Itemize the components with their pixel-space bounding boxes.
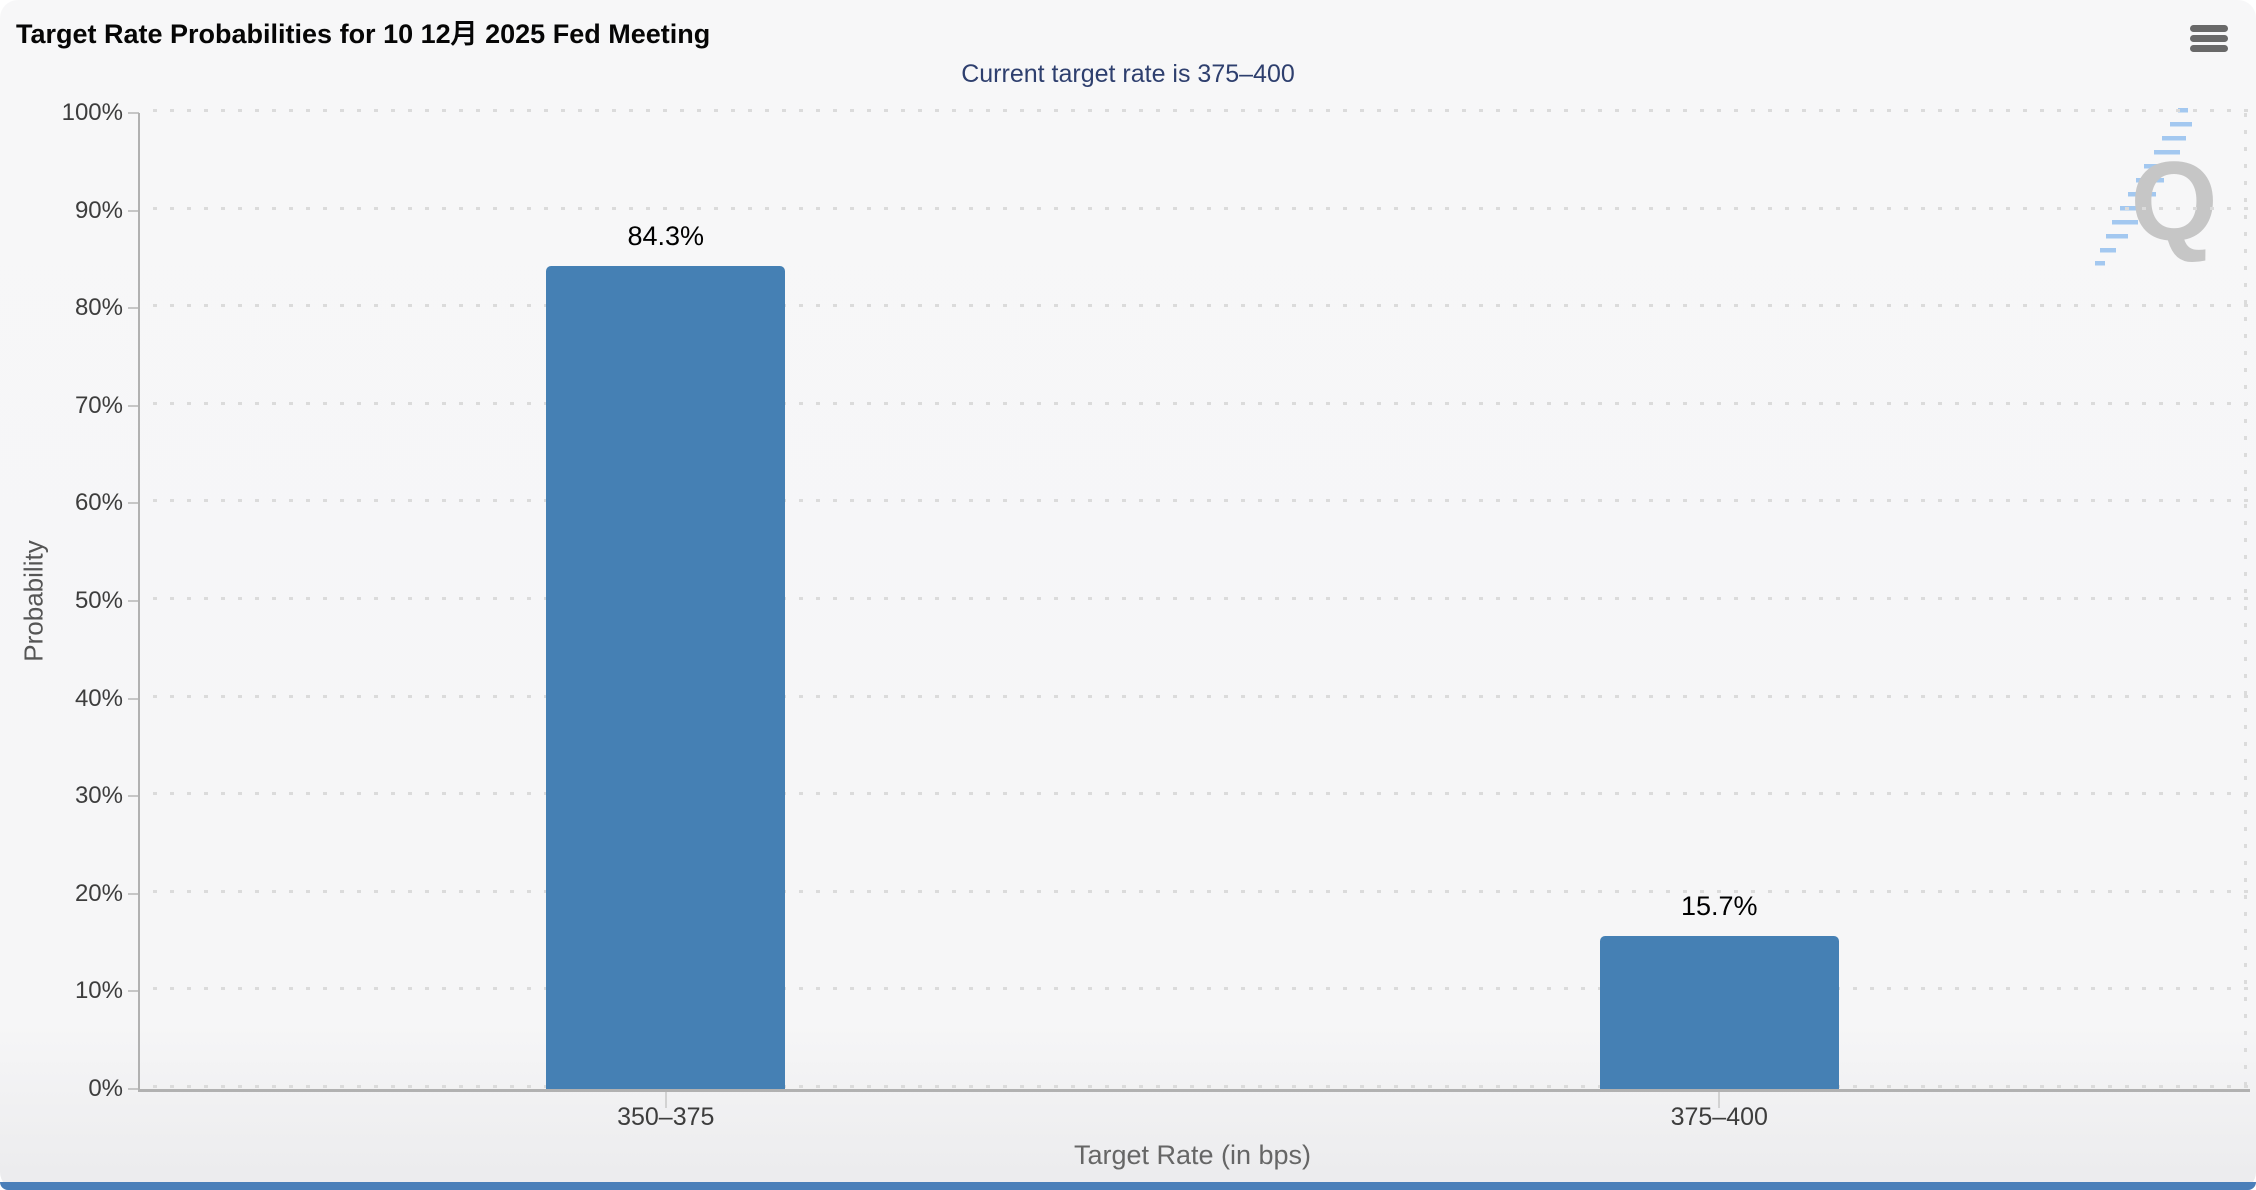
x-tick-label: 350–375 <box>617 1103 715 1131</box>
x-axis-title: Target Rate (in bps) <box>1073 1140 1312 1170</box>
y-axis-line <box>138 113 140 1092</box>
y-tick-label: 80% <box>74 294 123 322</box>
y-axis-tick <box>128 404 139 407</box>
y-axis-tick <box>128 1088 139 1090</box>
y-axis-tick <box>128 502 139 505</box>
gridline <box>153 694 2248 698</box>
quikstrike-watermark-icon: Q <box>2095 108 2218 266</box>
gridline <box>153 597 2248 600</box>
gridline <box>153 889 2248 893</box>
x-axis-line <box>139 1089 2250 1092</box>
y-axis-tick <box>128 990 139 993</box>
svg-text:Q: Q <box>2130 139 2217 264</box>
chart-subtitle: Current target rate is 375–400 <box>961 60 1295 88</box>
y-tick-label: 30% <box>74 782 123 810</box>
y-axis-tick <box>128 600 139 602</box>
y-axis-tick <box>128 795 139 798</box>
y-tick-label: 40% <box>74 684 123 712</box>
hamburger-bar <box>2190 45 2228 52</box>
bar[interactable] <box>1599 935 1839 1089</box>
y-tick-label: 90% <box>74 196 123 224</box>
x-tick-label: 375–400 <box>1670 1103 1768 1131</box>
bar-value-label: 15.7% <box>1680 890 1758 921</box>
y-axis-tick <box>128 209 139 212</box>
y-tick-label: 50% <box>74 587 123 614</box>
y-axis-tick <box>128 892 139 895</box>
y-axis-tick <box>128 112 139 114</box>
y-tick-label: 70% <box>74 391 123 419</box>
gridline <box>153 499 2248 503</box>
y-axis-title: Probability <box>18 540 49 662</box>
y-tick-label: 20% <box>74 879 123 907</box>
gridline <box>153 1085 2248 1088</box>
gridline <box>153 792 2248 796</box>
bar[interactable] <box>546 266 786 1089</box>
footer-accent-bar <box>0 1182 2256 1190</box>
gridline <box>153 401 2248 405</box>
gridline <box>153 109 2248 112</box>
y-tick-label: 0% <box>88 1075 123 1102</box>
hamburger-bar <box>2190 25 2228 32</box>
y-axis-tick <box>128 307 139 310</box>
gridline <box>153 304 2248 308</box>
plot-right-border <box>2244 113 2247 1089</box>
bar-value-label: 84.3% <box>627 221 705 252</box>
x-axis-tick <box>664 1092 667 1108</box>
y-tick-label: 60% <box>74 489 123 517</box>
hamburger-menu-icon[interactable] <box>2190 25 2228 55</box>
y-tick-label: 10% <box>74 977 123 1005</box>
y-tick-label: 100% <box>61 99 123 126</box>
y-axis-tick <box>128 697 139 700</box>
hamburger-bar <box>2190 35 2228 42</box>
x-axis-tick <box>1718 1092 1721 1108</box>
gridline <box>153 206 2248 210</box>
chart-title: Target Rate Probabilities for 10 12月 202… <box>16 19 711 49</box>
gridline <box>153 987 2248 991</box>
